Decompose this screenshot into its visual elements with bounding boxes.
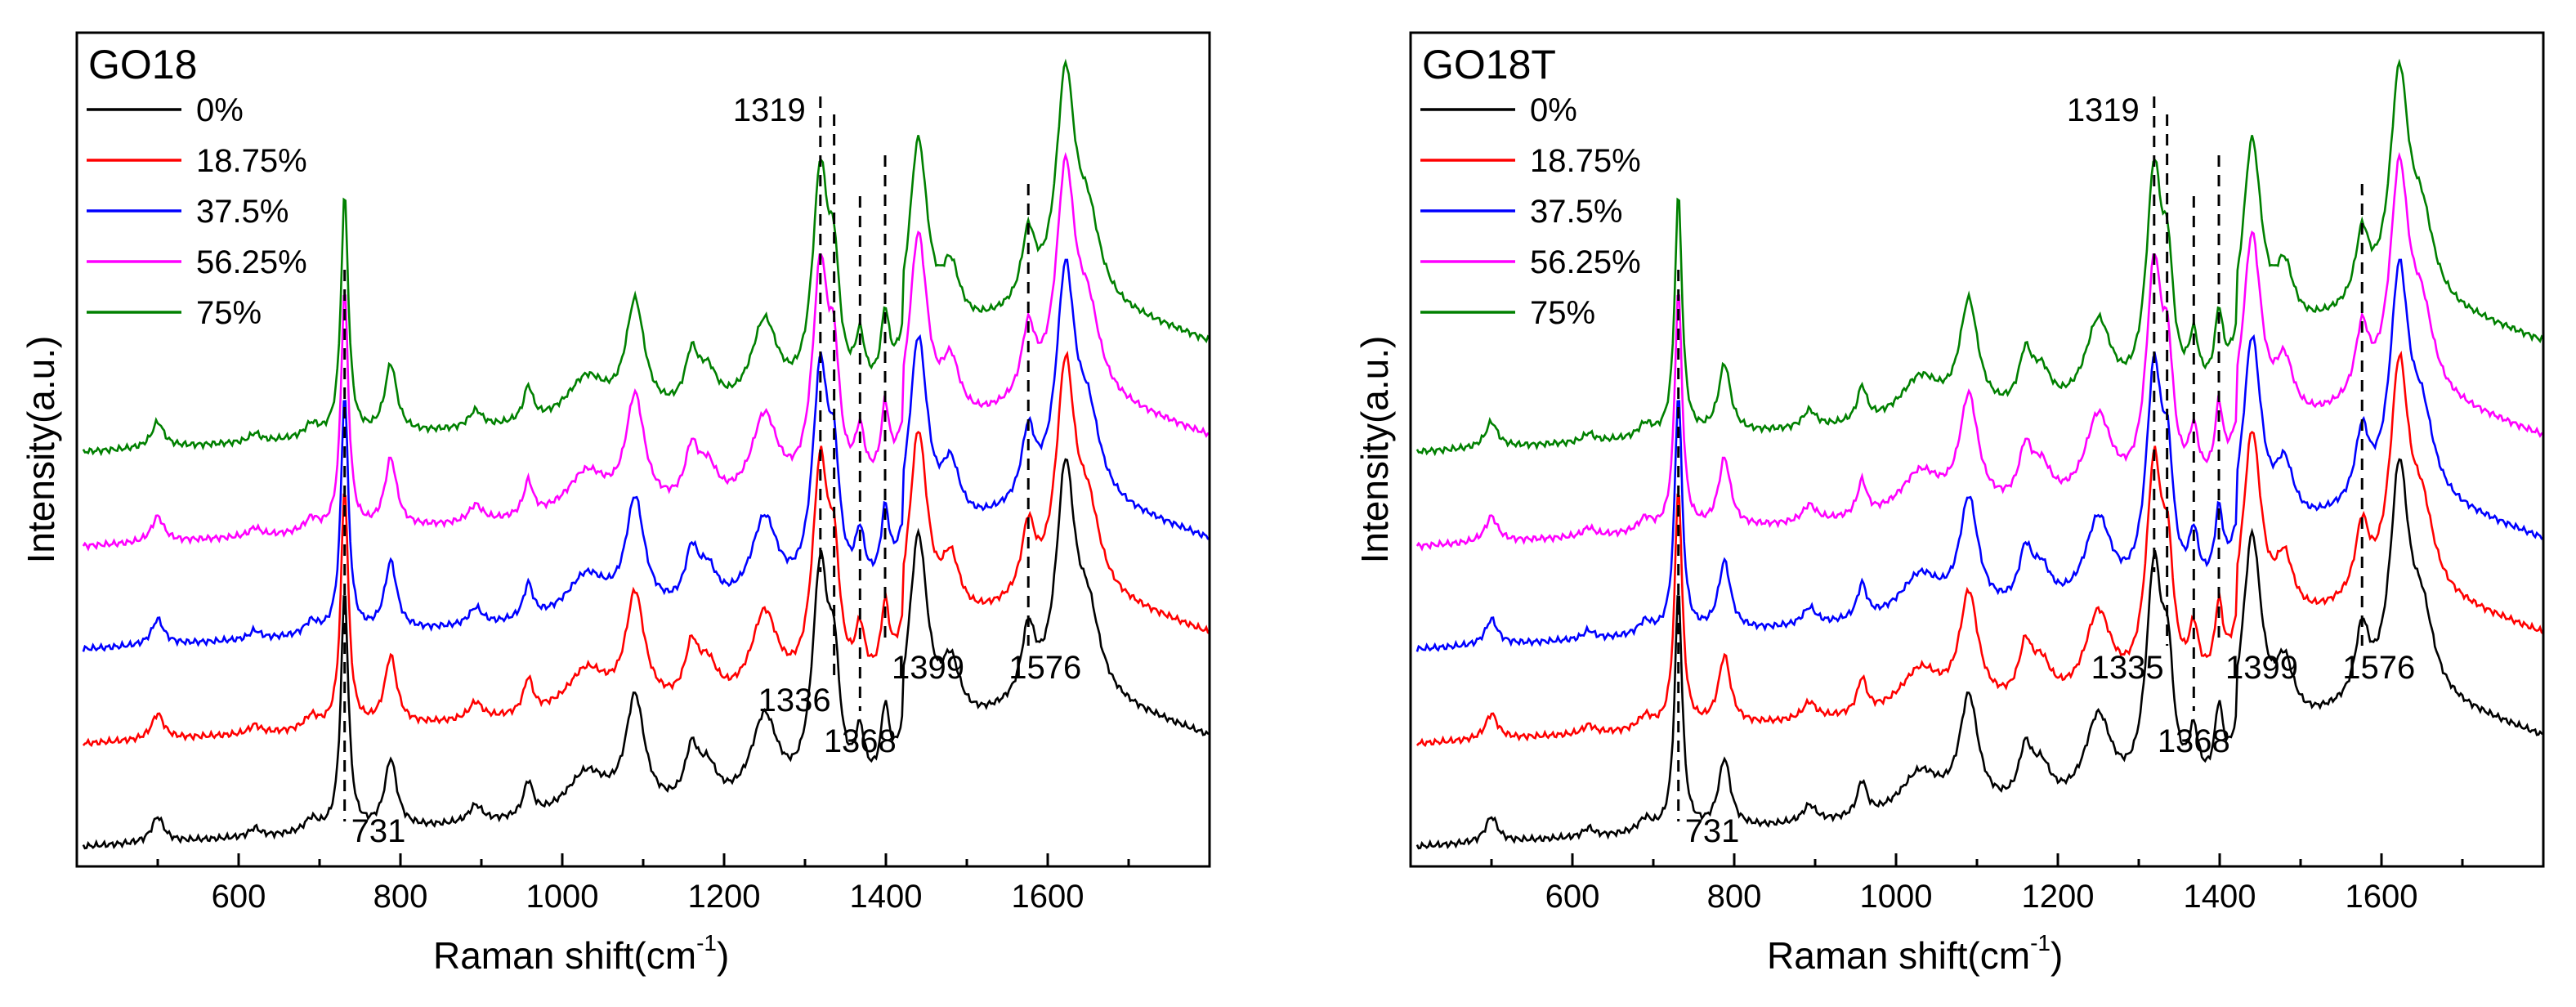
legend-label-4: 75% bbox=[1530, 295, 1595, 331]
series-line-0 bbox=[82, 458, 1210, 850]
series-line-1 bbox=[82, 350, 1210, 748]
x-tick-label: 1000 bbox=[1860, 879, 1933, 915]
legend-label-0: 0% bbox=[196, 92, 244, 128]
x-ticks: 600 800 1000 1200 1400 1600 bbox=[1490, 853, 2464, 915]
peak-label-0: 731 bbox=[1685, 813, 1740, 849]
x-tick-label: 1600 bbox=[1012, 879, 1085, 915]
x-tick-label: 1400 bbox=[2184, 879, 2256, 915]
x-axis-title-sup: -1 bbox=[2030, 930, 2051, 956]
chart-panel-go18: 731 1319 1336 1368 1399 1576 600 800 1000 1200 14… bbox=[20, 31, 1211, 977]
peak-label-2: 1335 bbox=[2091, 650, 2164, 686]
panel-title: GO18T bbox=[1422, 42, 1556, 87]
legend-label-3: 56.25% bbox=[196, 244, 307, 280]
legend: 0% 18.75% 37.5% 56.25% 75% bbox=[1420, 92, 1641, 331]
x-tick-label: 1600 bbox=[2346, 879, 2418, 915]
series-line-2 bbox=[1415, 258, 2544, 652]
legend-label-2: 37.5% bbox=[1530, 194, 1622, 230]
peak-label-4: 1399 bbox=[892, 650, 964, 686]
spectra-curves bbox=[1415, 58, 2545, 850]
x-axis-title-close: ) bbox=[2051, 934, 2063, 977]
peak-label-2: 1336 bbox=[758, 683, 831, 718]
legend-label-4: 75% bbox=[196, 295, 262, 331]
x-tick-label: 800 bbox=[373, 879, 428, 915]
x-axis-title-close: ) bbox=[717, 934, 729, 977]
peak-label-5: 1576 bbox=[2342, 650, 2415, 686]
x-axis-title-main: Raman shift(cm bbox=[433, 934, 696, 977]
series-line-3 bbox=[82, 151, 1210, 552]
x-axis-title-sup: -1 bbox=[696, 930, 717, 956]
y-axis-title: Intensity(a.u.) bbox=[1353, 336, 1396, 564]
peak-label-4: 1399 bbox=[2225, 650, 2298, 686]
x-tick-label: 600 bbox=[212, 879, 266, 915]
legend-label-0: 0% bbox=[1530, 92, 1577, 128]
legend-label-1: 18.75% bbox=[1530, 143, 1641, 179]
peak-markers: 731 1319 1336 1368 1399 1576 bbox=[343, 92, 1081, 849]
x-tick-label: 600 bbox=[1545, 879, 1600, 915]
x-tick-label: 1000 bbox=[526, 879, 599, 915]
legend-label-2: 37.5% bbox=[196, 194, 288, 230]
legend: 0% 18.75% 37.5% 56.25% 75% bbox=[87, 92, 307, 331]
x-tick-label: 1200 bbox=[2022, 879, 2095, 915]
series-line-4 bbox=[1415, 58, 2545, 457]
peak-label-0: 731 bbox=[351, 813, 406, 849]
series-line-4 bbox=[82, 58, 1211, 457]
x-axis-title: Raman shift(cm-1) bbox=[433, 930, 729, 977]
series-line-1 bbox=[1415, 350, 2544, 748]
x-axis-title-main: Raman shift(cm bbox=[1767, 934, 2030, 977]
peak-label-5: 1576 bbox=[1008, 650, 1081, 686]
peak-label-3: 1368 bbox=[824, 723, 897, 759]
x-tick-label: 1200 bbox=[688, 879, 761, 915]
series-line-0 bbox=[1415, 458, 2544, 850]
y-axis-title: Intensity(a.u.) bbox=[20, 336, 62, 564]
spectra-curves bbox=[82, 58, 1211, 850]
panel-title: GO18 bbox=[88, 42, 197, 87]
legend-label-3: 56.25% bbox=[1530, 244, 1641, 280]
x-ticks: 600 800 1000 1200 1400 1600 bbox=[156, 853, 1130, 915]
x-tick-label: 800 bbox=[1707, 879, 1762, 915]
peak-label-3: 1368 bbox=[2158, 723, 2230, 759]
series-line-2 bbox=[82, 258, 1210, 652]
series-line-3 bbox=[1415, 151, 2544, 552]
peak-label-1: 1319 bbox=[733, 92, 806, 128]
chart-panel-go18t: 731 1319 1335 1368 1399 1576 600 800 1000 1200 14… bbox=[1353, 31, 2545, 977]
x-axis-title: Raman shift(cm-1) bbox=[1767, 930, 2063, 977]
x-tick-label: 1400 bbox=[850, 879, 923, 915]
peak-markers: 731 1319 1335 1368 1399 1576 bbox=[1677, 92, 2415, 849]
legend-label-1: 18.75% bbox=[196, 143, 307, 179]
peak-label-1: 1319 bbox=[2067, 92, 2140, 128]
